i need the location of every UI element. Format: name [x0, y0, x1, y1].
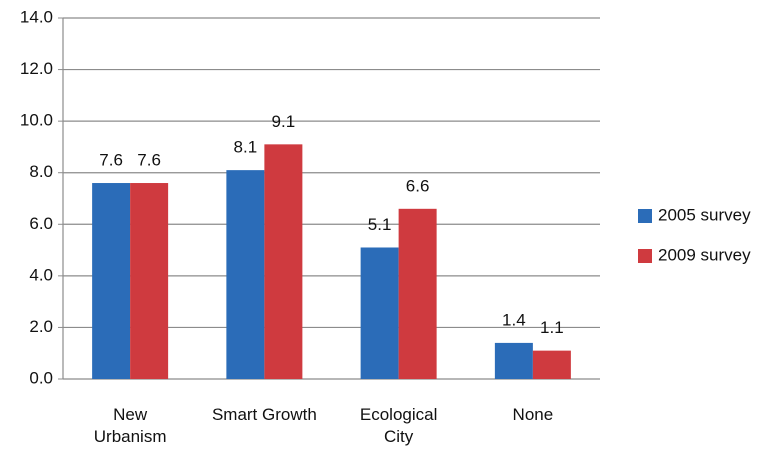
data-label: 1.4	[502, 310, 526, 329]
legend-label: 2005 survey	[658, 205, 751, 224]
y-tick-label: 6.0	[29, 214, 53, 233]
bar	[130, 183, 169, 379]
bar	[398, 208, 437, 379]
x-tick-label: New Urbanism	[93, 405, 167, 446]
x-tick-label: Ecological City	[359, 405, 438, 446]
y-tick-label: 10.0	[20, 111, 53, 130]
legend-label: 2009 survey	[658, 245, 751, 264]
y-tick-label: 0.0	[29, 368, 53, 387]
x-tick-label: Smart Growth	[211, 405, 317, 424]
data-label: 5.1	[368, 215, 392, 234]
y-tick-label: 12.0	[20, 59, 53, 78]
bar	[264, 144, 303, 379]
legend-swatch	[638, 209, 652, 223]
bar	[226, 170, 265, 379]
y-tick-label: 14.0	[20, 7, 53, 26]
data-label: 7.6	[99, 151, 123, 170]
data-label: 8.1	[234, 138, 258, 157]
y-tick-label: 4.0	[29, 265, 53, 284]
y-tick-label: 2.0	[29, 317, 53, 336]
x-tick-label: None	[512, 405, 554, 424]
data-label: 7.6	[137, 151, 161, 170]
y-tick-label: 8.0	[29, 162, 53, 181]
data-label: 9.1	[272, 112, 296, 131]
bar	[92, 183, 131, 379]
data-label: 1.1	[540, 318, 564, 337]
legend-swatch	[638, 249, 652, 263]
bar	[494, 342, 533, 379]
bar	[532, 350, 571, 379]
data-label: 6.6	[406, 176, 430, 195]
bar	[360, 247, 399, 379]
